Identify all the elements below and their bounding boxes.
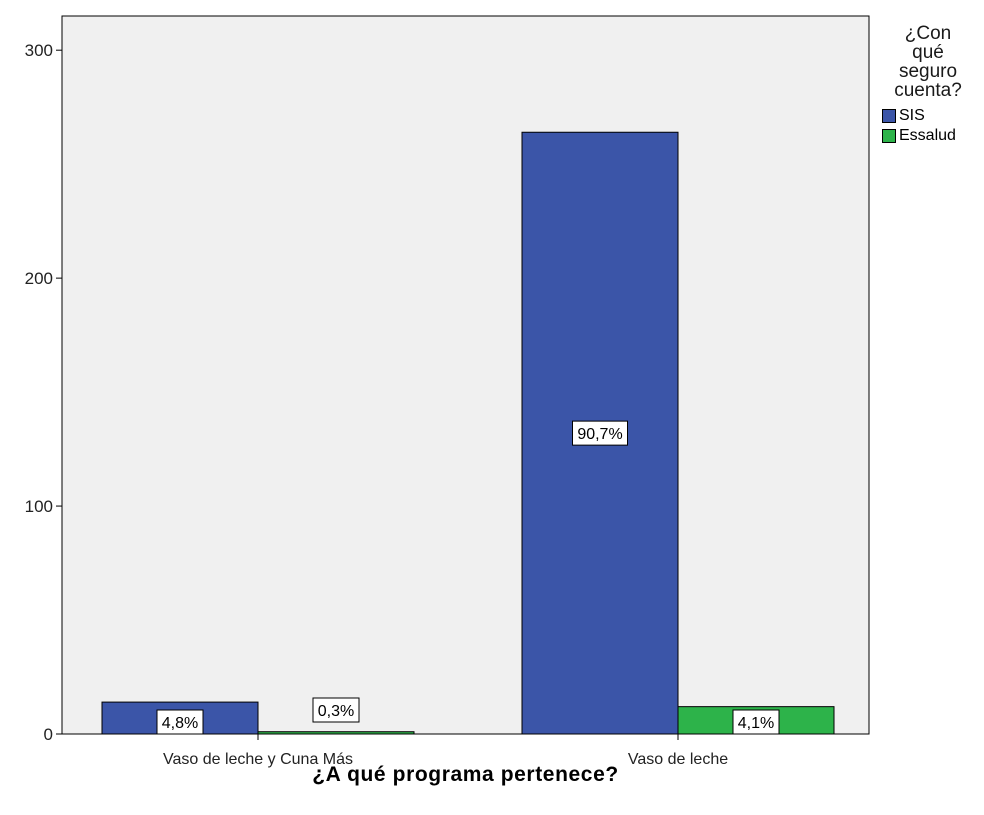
data-label-box: [732, 709, 780, 735]
data-label-essalud-1: 4,1%: [732, 709, 780, 735]
data-label-box: [572, 420, 628, 446]
data-label-text: 90,7%: [577, 426, 622, 443]
legend-title: ¿Con qué seguro cuenta?: [872, 24, 984, 100]
data-label-sis-1: 90,7%: [572, 420, 628, 446]
legend-title-line: seguro: [898, 61, 958, 82]
legend-swatch-sis: [882, 109, 896, 123]
legend-title-line: cuenta?: [894, 80, 962, 101]
y-tick-label: 300: [25, 41, 53, 60]
legend-swatch-essalud: [882, 129, 896, 143]
legend-item-essalud: Essalud: [882, 126, 984, 146]
bar-essalud-0: [257, 731, 415, 735]
legend-label-essalud: Essalud: [899, 127, 956, 144]
data-label-text: 4,1%: [738, 715, 774, 732]
x-tick-label: Vaso de leche y Cuna Más: [163, 751, 353, 768]
legend-title-line: ¿Con: [904, 23, 952, 44]
bars-layer: [101, 131, 835, 735]
legend-item-sis: SIS: [882, 106, 984, 126]
x-tick-label: Vaso de leche: [628, 751, 728, 768]
data-label-box: [156, 709, 204, 735]
data-label-sis-0: 4,8%: [156, 709, 204, 735]
legend: ¿Con qué seguro cuenta? SIS Essalud: [872, 24, 984, 146]
data-labels-layer: 4,8% 0,3% 90,7% 4,1%: [156, 420, 780, 735]
legend-title-line: qué: [912, 42, 944, 63]
y-tick-label: 0: [44, 725, 53, 744]
legend-label-sis: SIS: [899, 107, 925, 124]
plot-area: [61, 15, 870, 735]
data-label-box: [312, 697, 360, 723]
axes-layer: 0 100 200 300 Vaso de leche y Cuna Más Vaso d…: [25, 41, 729, 768]
data-label-text: 4,8%: [162, 715, 198, 732]
x-axis-title: ¿A qué programa pertenece?: [312, 763, 619, 786]
y-tick-label: 200: [25, 269, 53, 288]
y-tick-label: 100: [25, 497, 53, 516]
data-label-essalud-0: 0,3%: [312, 697, 360, 723]
data-label-text: 0,3%: [318, 703, 354, 720]
